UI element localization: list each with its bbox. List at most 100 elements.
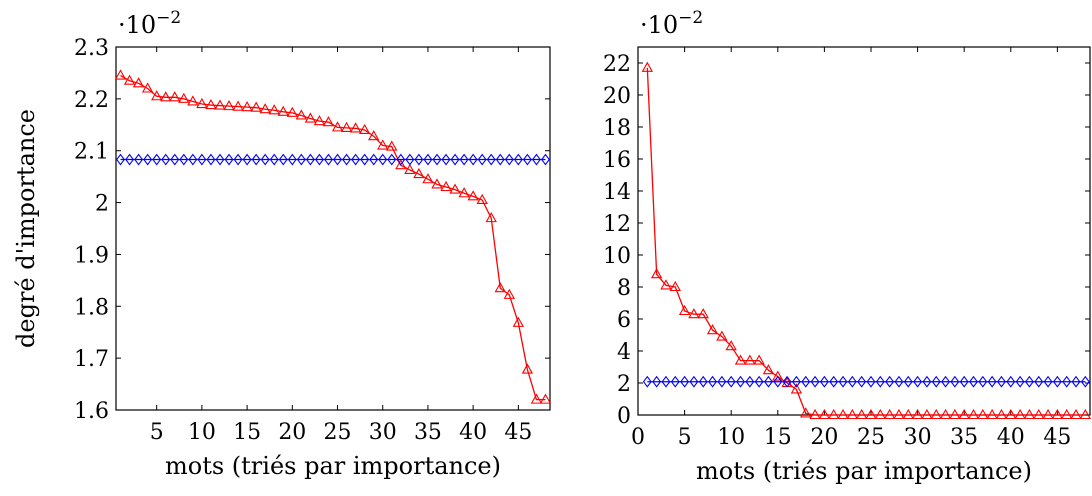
data-point-triangle: [404, 163, 416, 174]
data-point-diamond: [504, 153, 514, 166]
data-point-triangle: [368, 130, 380, 141]
data-point-triangle: [503, 288, 515, 299]
data-point-triangle: [800, 407, 812, 418]
x-tick-label: 30: [904, 425, 932, 450]
data-point-triangle: [530, 393, 543, 404]
data-point-diamond: [931, 375, 941, 388]
data-point-diamond: [369, 153, 379, 166]
data-point-triangle: [196, 97, 208, 109]
data-point-triangle: [286, 106, 298, 117]
data-point-triangle: [846, 408, 859, 420]
data-point-diamond: [1052, 375, 1062, 388]
data-point-triangle: [259, 103, 271, 114]
data-point-diamond: [423, 153, 433, 166]
data-point-diamond: [652, 375, 662, 388]
x-tick-label: 45: [504, 420, 532, 445]
data-point-diamond: [541, 153, 550, 166]
x-tick-label: 30: [369, 420, 397, 445]
data-point-diamond: [513, 153, 523, 166]
y-tick-label: 1.9: [74, 243, 109, 268]
data-point-diamond: [857, 375, 867, 388]
data-point-diamond: [459, 153, 469, 166]
data-point-triangle: [322, 116, 335, 127]
data-point-triangle: [187, 95, 199, 106]
data-point-diamond: [698, 375, 708, 388]
data-point-triangle: [809, 408, 821, 420]
x-tick-label: 25: [324, 420, 352, 445]
data-point-triangle: [123, 74, 136, 85]
data-point-diamond: [791, 375, 801, 388]
data-point-diamond: [922, 375, 932, 388]
data-point-diamond: [161, 153, 171, 166]
data-point-triangle: [1051, 408, 1064, 420]
data-point-diamond: [468, 153, 478, 166]
data-point-diamond: [847, 375, 857, 388]
data-point-triangle: [521, 363, 534, 374]
data-point-triangle: [995, 408, 1008, 420]
data-point-diamond: [224, 153, 234, 166]
data-point-triangle: [921, 408, 933, 420]
data-point-triangle: [160, 91, 172, 102]
data-point-diamond: [486, 153, 496, 166]
data-point-triangle: [855, 408, 868, 420]
data-point-diamond: [305, 153, 315, 166]
data-point-diamond: [959, 375, 969, 388]
data-point-triangle: [277, 105, 289, 116]
data-point-diamond: [278, 153, 288, 166]
data-point-diamond: [950, 375, 960, 388]
data-point-diamond: [782, 375, 792, 388]
data-point-diamond: [913, 375, 923, 388]
y-tick-label: 2.2: [74, 88, 109, 113]
data-point-triangle: [986, 408, 998, 420]
data-point-diamond: [287, 153, 297, 166]
data-point-triangle: [977, 408, 989, 420]
x-tick-label: 0: [631, 425, 645, 450]
y-tick-label: 20: [603, 84, 631, 109]
series-2: [642, 375, 1090, 388]
series-line: [120, 74, 546, 401]
data-point-diamond: [179, 153, 189, 166]
data-point-triangle: [641, 61, 654, 72]
data-point-diamond: [260, 153, 270, 166]
data-point-diamond: [736, 375, 745, 388]
data-point-triangle: [725, 340, 737, 351]
plot-frame: [115, 46, 551, 411]
data-point-diamond: [143, 153, 153, 166]
data-point-diamond: [532, 153, 541, 166]
data-point-diamond: [405, 153, 415, 166]
data-point-triangle: [440, 180, 452, 192]
data-point-diamond: [387, 153, 397, 166]
data-point-triangle: [205, 98, 217, 110]
data-point-triangle: [1070, 408, 1082, 420]
data-point-triangle: [911, 408, 924, 420]
data-point-diamond: [773, 375, 783, 388]
data-point-triangle: [485, 212, 497, 223]
data-point-diamond: [351, 153, 361, 166]
data-point-diamond: [1006, 375, 1016, 388]
data-point-triangle: [1042, 408, 1054, 420]
y-tick-label: 2.3: [74, 36, 109, 61]
data-point-triangle: [893, 408, 905, 420]
x-axis-label: mots (triés par importance): [696, 457, 1032, 485]
data-point-diamond: [689, 375, 699, 388]
y-scale-factor: ·10−2: [640, 8, 703, 39]
data-point-diamond: [997, 375, 1006, 388]
data-point-triangle: [223, 99, 235, 111]
data-point-triangle: [744, 354, 756, 365]
data-point-triangle: [178, 92, 190, 103]
data-point-diamond: [745, 375, 755, 388]
data-point-triangle: [358, 123, 371, 135]
x-tick-label: 35: [414, 420, 442, 445]
data-point-diamond: [215, 153, 225, 166]
y-tick-label: 12: [603, 212, 631, 237]
data-point-diamond: [315, 153, 324, 166]
data-point-diamond: [269, 153, 279, 166]
data-point-diamond: [978, 375, 988, 388]
data-point-diamond: [1024, 375, 1034, 388]
data-point-triangle: [678, 304, 691, 316]
series-1: [641, 61, 1092, 420]
data-point-diamond: [838, 375, 848, 388]
data-point-triangle: [395, 159, 407, 170]
y-tick-label: 16: [603, 148, 631, 173]
